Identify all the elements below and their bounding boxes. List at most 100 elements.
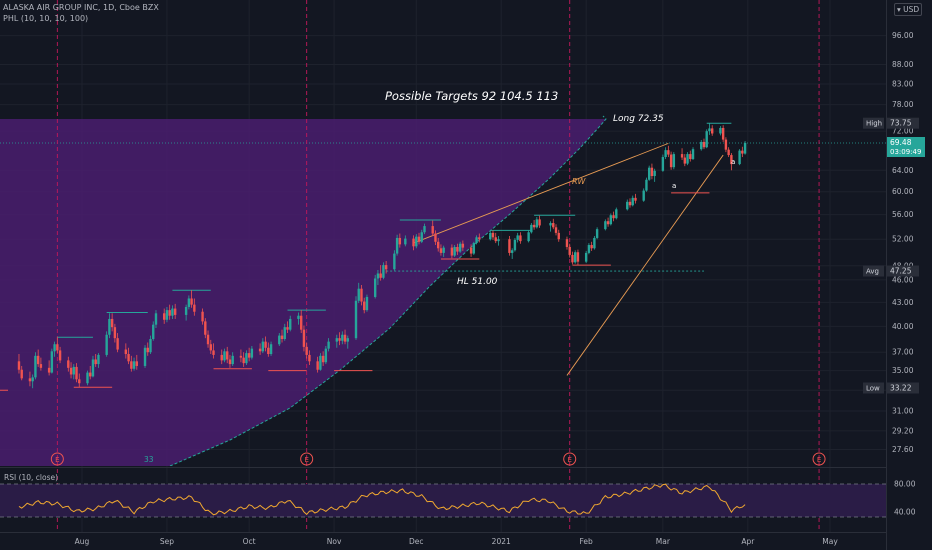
candle[interactable] <box>91 355 95 378</box>
candle[interactable] <box>549 221 552 232</box>
candle[interactable] <box>568 243 571 258</box>
candle[interactable] <box>376 269 380 286</box>
earnings-marker[interactable] <box>812 452 826 466</box>
candle[interactable] <box>365 294 369 312</box>
candle[interactable] <box>36 349 40 367</box>
earnings-marker[interactable] <box>563 452 577 466</box>
candle[interactable] <box>269 341 273 356</box>
candle[interactable] <box>741 146 744 158</box>
candle[interactable] <box>335 334 339 348</box>
candle[interactable] <box>187 295 191 310</box>
candle[interactable] <box>727 147 730 158</box>
candle[interactable] <box>645 177 648 192</box>
candle[interactable] <box>105 331 108 357</box>
candle[interactable] <box>75 363 78 383</box>
candle[interactable] <box>719 126 722 136</box>
candle[interactable] <box>571 251 574 265</box>
candle[interactable] <box>609 213 613 226</box>
candle[interactable] <box>469 244 473 257</box>
candle[interactable] <box>513 237 517 252</box>
candle[interactable] <box>242 352 245 367</box>
candle[interactable] <box>72 364 75 380</box>
candle[interactable] <box>554 224 558 236</box>
candle[interactable] <box>50 348 54 374</box>
candle[interactable] <box>39 357 43 371</box>
candle[interactable] <box>510 248 514 259</box>
candle[interactable] <box>78 373 81 388</box>
candle[interactable] <box>450 244 454 259</box>
candle[interactable] <box>184 304 188 321</box>
candle[interactable] <box>28 371 32 387</box>
candle[interactable] <box>453 245 456 257</box>
candle[interactable] <box>89 365 92 380</box>
candle[interactable] <box>343 329 347 345</box>
candle[interactable] <box>97 353 100 368</box>
candle[interactable] <box>154 310 158 328</box>
candle[interactable] <box>220 349 223 365</box>
candle[interactable] <box>724 137 728 153</box>
candle[interactable] <box>108 313 111 339</box>
candle[interactable] <box>56 337 59 354</box>
candle[interactable] <box>395 234 399 256</box>
candle[interactable] <box>593 236 596 250</box>
candle[interactable] <box>206 330 210 348</box>
candle[interactable] <box>319 353 322 371</box>
candle[interactable] <box>143 345 147 368</box>
candle[interactable] <box>226 346 229 364</box>
candle[interactable] <box>297 312 300 325</box>
candle[interactable] <box>324 345 328 365</box>
candle[interactable] <box>590 241 593 251</box>
candle[interactable] <box>124 343 128 359</box>
candle[interactable] <box>130 355 133 372</box>
candle[interactable] <box>305 342 308 359</box>
candle[interactable] <box>132 357 136 371</box>
candle[interactable] <box>686 152 689 166</box>
earnings-marker[interactable] <box>50 452 64 466</box>
candle[interactable] <box>458 241 462 253</box>
candle[interactable] <box>415 234 418 249</box>
candle[interactable] <box>113 323 117 343</box>
candle[interactable] <box>261 338 265 354</box>
candle[interactable] <box>278 333 281 346</box>
candle[interactable] <box>31 374 34 389</box>
candle[interactable] <box>354 296 358 340</box>
candle[interactable] <box>223 348 226 363</box>
candle[interactable] <box>634 193 637 204</box>
candle[interactable] <box>631 195 634 207</box>
candle[interactable] <box>382 262 385 280</box>
candle[interactable] <box>17 354 21 374</box>
candle[interactable] <box>204 318 207 339</box>
candle[interactable] <box>110 313 114 332</box>
candle[interactable] <box>574 250 577 264</box>
candle[interactable] <box>289 315 292 332</box>
candle[interactable] <box>201 308 204 325</box>
candle[interactable] <box>308 350 311 366</box>
candle[interactable] <box>472 241 476 255</box>
candle[interactable] <box>384 260 388 274</box>
candle[interactable] <box>247 347 251 362</box>
candle[interactable] <box>86 370 89 386</box>
candle[interactable] <box>357 282 360 304</box>
candle[interactable] <box>53 341 56 357</box>
candle[interactable] <box>338 332 341 346</box>
candle[interactable] <box>341 331 344 345</box>
candle[interactable] <box>587 243 591 255</box>
candle[interactable] <box>363 297 366 314</box>
candle[interactable] <box>423 223 426 235</box>
candle[interactable] <box>258 343 262 355</box>
candle[interactable] <box>615 207 618 220</box>
candle[interactable] <box>730 153 733 171</box>
candle[interactable] <box>431 220 434 237</box>
candle[interactable] <box>58 346 62 364</box>
candle[interactable] <box>212 343 215 359</box>
candle[interactable] <box>606 217 610 227</box>
candle[interactable] <box>642 188 645 202</box>
candle[interactable] <box>116 333 119 353</box>
candle[interactable] <box>612 211 615 222</box>
candle[interactable] <box>286 321 289 334</box>
candle[interactable] <box>576 249 580 266</box>
candle[interactable] <box>508 236 511 256</box>
candle[interactable] <box>434 230 437 246</box>
candle[interactable] <box>231 352 234 366</box>
candle[interactable] <box>489 231 492 241</box>
